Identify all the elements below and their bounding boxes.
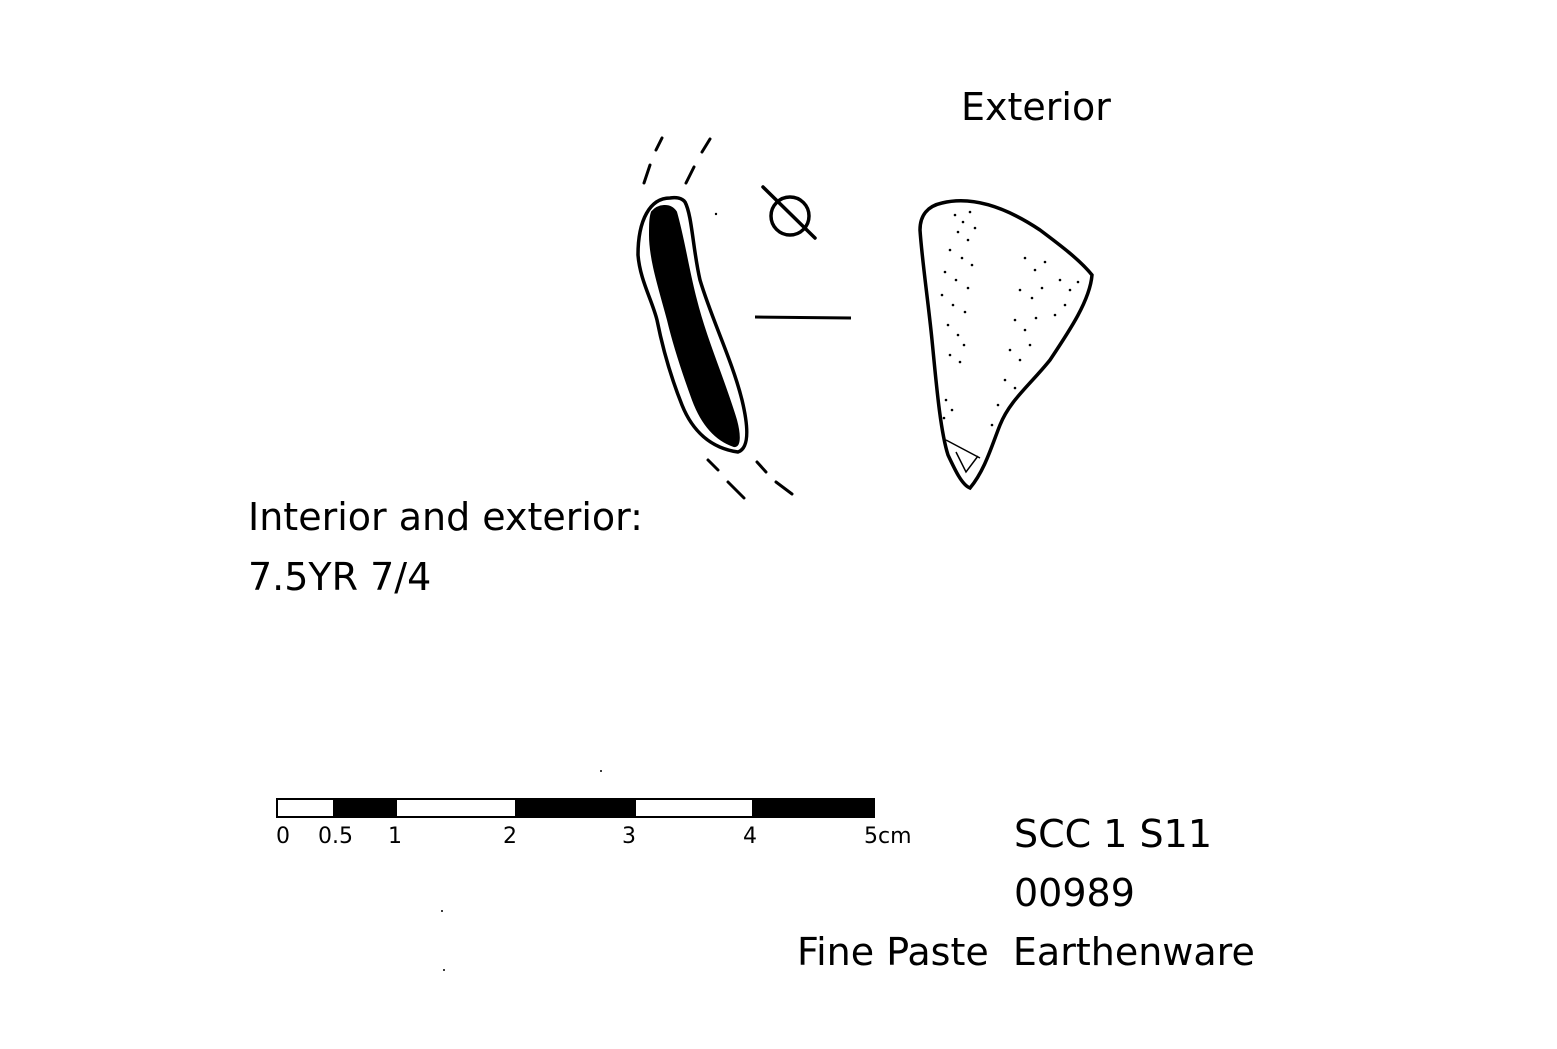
catalog-ware-type: Fine Paste Earthenware bbox=[797, 930, 1255, 974]
scale-bar bbox=[276, 798, 875, 818]
scale-segment-0 bbox=[276, 798, 335, 818]
stippled-decoration bbox=[940, 210, 1080, 427]
exterior-view-label: Exterior bbox=[961, 85, 1111, 129]
scale-tick-0-5: 0.5 bbox=[318, 824, 353, 849]
fracture-mark bbox=[945, 439, 981, 474]
scale-tick-2: 2 bbox=[503, 824, 517, 849]
scale-segment-4 bbox=[634, 798, 754, 818]
scale-segment-3 bbox=[516, 799, 635, 817]
scale-tick-3: 3 bbox=[622, 824, 636, 849]
stray-specks bbox=[441, 212, 718, 971]
profile-extension-top bbox=[642, 136, 712, 185]
catalog-number: 00989 bbox=[1014, 871, 1135, 915]
munsell-colour-heading: Interior and exterior: bbox=[248, 495, 643, 539]
diameter-unknown-icon bbox=[761, 185, 817, 240]
scale-tick-5cm: 5cm bbox=[864, 824, 912, 849]
scale-segment-5 bbox=[753, 799, 875, 817]
scale-tick-4: 4 bbox=[743, 824, 757, 849]
scale-tick-0: 0 bbox=[276, 824, 290, 849]
sherd-profile-section bbox=[636, 195, 749, 454]
profile-extension-bottom bbox=[706, 458, 794, 500]
scale-segment-2 bbox=[395, 798, 517, 818]
scale-segment-1 bbox=[334, 799, 396, 817]
munsell-colour-value: 7.5YR 7/4 bbox=[248, 555, 432, 599]
catalog-site-code: SCC 1 S11 bbox=[1014, 812, 1212, 856]
sherd-exterior-view bbox=[918, 199, 1094, 491]
scale-tick-1: 1 bbox=[388, 824, 402, 849]
section-view-separator bbox=[754, 315, 852, 320]
